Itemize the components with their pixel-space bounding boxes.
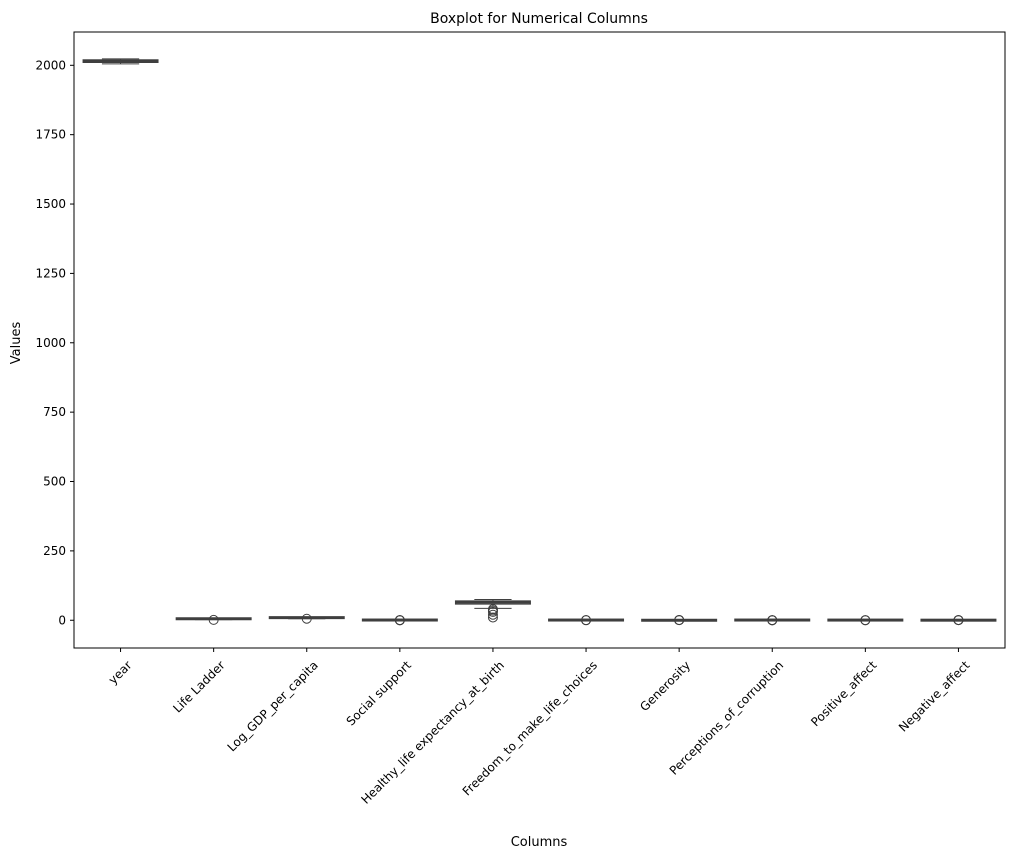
y-tick-label: 2000 [35,58,66,72]
outlier-point [674,615,685,626]
y-tick-label: 1500 [35,197,66,211]
y-tick-label: 0 [58,613,66,627]
x-tick-label: year [106,658,135,687]
y-tick-label: 250 [43,544,66,558]
y-tick-label: 1750 [35,128,66,142]
y-axis-label: Values [9,322,24,365]
y-tick-label: 1250 [35,266,66,280]
x-tick-label: Negative_affect [896,658,973,735]
x-tick-label: Generosity [637,658,693,714]
outlier-point [487,612,498,623]
outlier-point [860,615,871,626]
outlier-point [767,615,778,626]
y-tick-label: 500 [43,475,66,489]
y-tick-label: 750 [43,405,66,419]
x-tick-label: Positive_affect [808,658,879,729]
x-tick-label: Social support [344,658,415,729]
plot-frame [73,31,1006,649]
outlier-point [953,615,964,626]
chart-title: Boxplot for Numerical Columns [430,11,648,27]
plot-area: 0 250 500 750 1000 1250 1500 1750 2000 year Life L… [35,31,1006,807]
outlier-point [394,615,405,626]
outlier-point [208,614,219,625]
outlier-point [487,609,498,620]
y-tick-label: 1000 [35,336,66,350]
outlier-point [487,606,498,617]
outlier-point [581,615,592,626]
x-tick-label: Life Ladder [170,658,227,715]
outlier-point [301,613,312,624]
x-tick-label: Log_GDP_per_capita [225,658,321,754]
x-axis-label: Columns [511,835,568,850]
